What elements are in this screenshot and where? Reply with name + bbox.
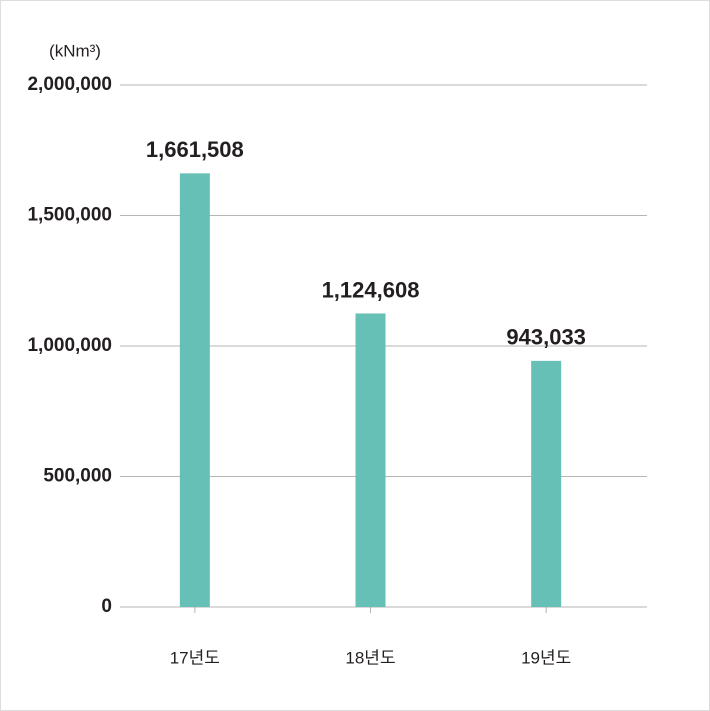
x-tick-label: 19년도 [521,648,571,667]
y-tick-label: 1,000,000 [27,335,112,356]
y-tick-label: 1,500,000 [27,205,112,226]
value-label: 1,124,608 [322,277,420,302]
value-label: 943,033 [506,325,586,350]
y-tick-label: 500,000 [43,466,112,487]
bar [355,313,386,607]
unit-label: (kNm³) [49,41,101,60]
x-tick-label: 17년도 [170,648,220,667]
x-tick-label: 18년도 [345,648,395,667]
y-tick-label: 0 [101,596,112,617]
value-label: 1,661,508 [146,137,244,162]
bar [531,360,562,607]
bar [179,173,210,607]
y-tick-label: 2,000,000 [27,74,112,95]
